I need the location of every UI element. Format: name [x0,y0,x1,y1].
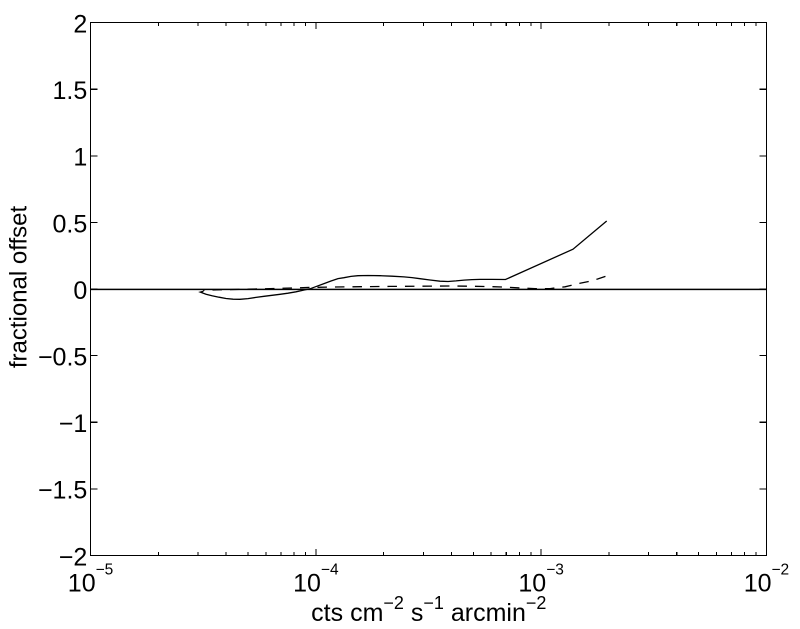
svg-text:10: 10 [744,570,772,598]
svg-text:−1.5: −1.5 [38,477,87,505]
svg-text:0: 0 [73,277,87,305]
svg-text:−0.5: −0.5 [38,344,87,372]
svg-text:−5: −5 [96,562,114,579]
svg-text:10: 10 [293,570,321,598]
svg-text:10: 10 [518,570,546,598]
svg-text:−1: −1 [59,410,88,438]
svg-text:−4: −4 [321,562,339,579]
svg-text:1: 1 [73,144,87,172]
svg-text:fractional offset: fractional offset [6,206,33,369]
svg-text:0.5: 0.5 [53,210,88,238]
svg-text:−2: −2 [772,562,790,579]
svg-text:10: 10 [68,570,96,598]
svg-text:2: 2 [73,11,87,39]
svg-text:1.5: 1.5 [53,77,88,105]
svg-text:−3: −3 [546,562,564,579]
svg-text:−2: −2 [59,543,88,571]
